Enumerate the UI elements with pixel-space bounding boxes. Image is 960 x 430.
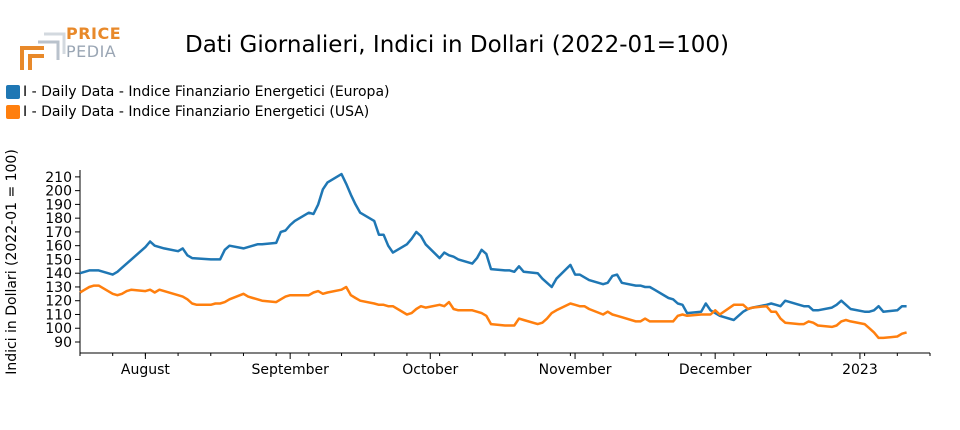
- y-tick-label: 190: [45, 197, 72, 213]
- legend-label-europa: I - Daily Data - Indice Finanziario Ener…: [23, 84, 390, 100]
- y-tick-label: 170: [45, 225, 72, 241]
- y-tick-label: 150: [45, 252, 72, 268]
- pricepedia-logo: [18, 24, 128, 72]
- logo-text-price: PRICE: [66, 24, 122, 43]
- y-axis-title: Indici in Dollari (2022-01 = 100): [4, 149, 20, 375]
- y-tick-label: 130: [45, 280, 72, 296]
- y-tick-label: 160: [45, 239, 72, 255]
- legend-swatch-europa: [6, 85, 20, 99]
- x-tick-label: 2023: [842, 362, 878, 378]
- x-tick-label: September: [251, 362, 329, 378]
- legend-item-europa[interactable]: I - Daily Data - Indice Finanziario Ener…: [6, 84, 389, 100]
- y-tick-label: 210: [45, 170, 72, 186]
- x-tick-label: December: [679, 362, 752, 378]
- x-tick-label: October: [402, 362, 458, 378]
- y-tick-label: 110: [45, 307, 72, 323]
- y-tick-label: 140: [45, 266, 72, 282]
- y-tick-label: 90: [54, 335, 72, 351]
- logo-text-pedia: PEDIA: [66, 42, 117, 61]
- y-tick-label: 200: [45, 184, 72, 200]
- x-tick-label: November: [539, 362, 612, 378]
- chart-series: [79, 172, 907, 340]
- y-tick-label: 180: [45, 211, 72, 227]
- logo-mark-icon: [20, 32, 66, 70]
- series-line-europa: [79, 172, 907, 322]
- y-tick-label: 100: [45, 321, 72, 337]
- legend-item-usa[interactable]: I - Daily Data - Indice Finanziario Ener…: [6, 104, 369, 120]
- legend-label-usa: I - Daily Data - Indice Finanziario Ener…: [23, 104, 370, 120]
- chart-title: Dati Giornalieri, Indici in Dollari (202…: [185, 32, 729, 58]
- y-tick-label: 120: [45, 294, 72, 310]
- series-line-usa: [79, 284, 907, 340]
- legend-swatch-usa: [6, 105, 20, 119]
- x-tick-label: August: [121, 362, 171, 378]
